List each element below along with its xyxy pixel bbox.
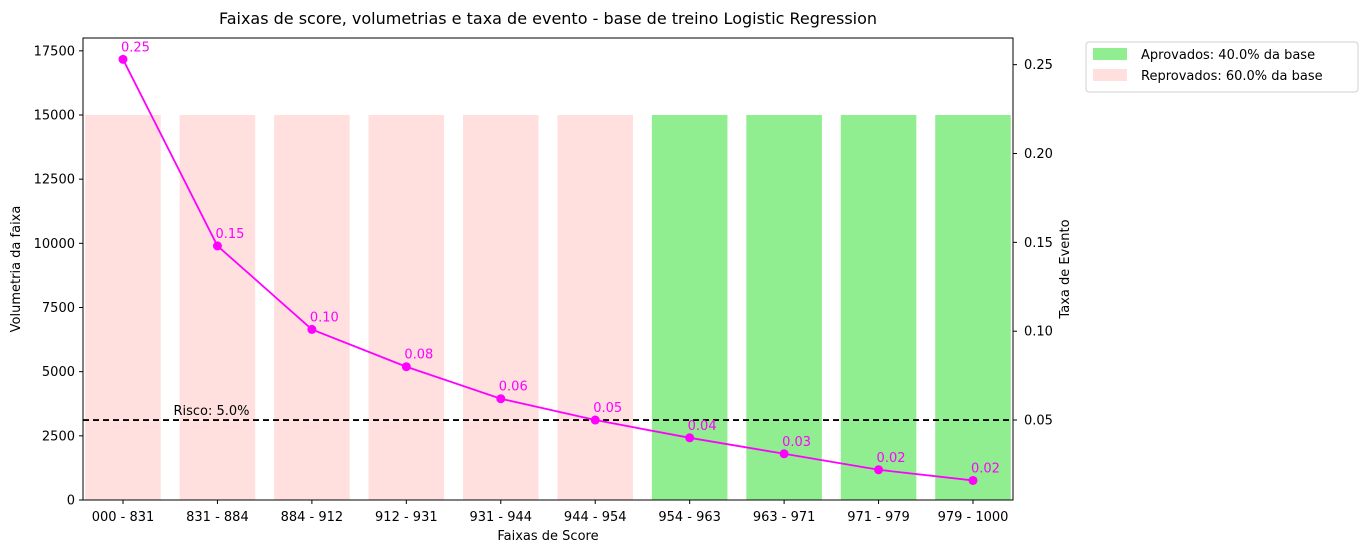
legend-label-reprovados: Reprovados: 60.0% da base [1141, 69, 1323, 84]
y2-axis-label: Taxa de Evento [1058, 219, 1073, 319]
x-tick-label-0: 000 - 831 [92, 510, 155, 525]
legend-box [1085, 41, 1359, 93]
y2-tick-label-3: 0.20 [1024, 147, 1053, 162]
legend-swatch-aprovados [1093, 48, 1127, 60]
event-rate-point-0 [118, 54, 128, 64]
x-tick-label-6: 954 - 963 [658, 510, 721, 525]
bar-7 [746, 115, 822, 500]
event-rate-label-5: 0.05 [593, 401, 622, 416]
reference-line-group: Risco: 5.0% [83, 404, 1013, 421]
event-rate-label-1: 0.15 [215, 227, 244, 242]
event-rate-line [122, 58, 974, 482]
y2-tick-label-2: 0.15 [1024, 236, 1053, 251]
y-tick-label-6: 15000 [34, 109, 75, 124]
event-rate-label-6: 0.04 [688, 419, 717, 434]
event-rate-label-9: 0.02 [971, 461, 1000, 476]
bar-4 [463, 115, 539, 500]
legend-label-aprovados: Aprovados: 40.0% da base [1141, 48, 1315, 63]
event-rate-line-group: 0.25 0.15 0.10 0.08 0.06 0.05 0.04 0.03 0.02 0.02 [118, 40, 1000, 485]
chart-title: Faixas de score, volumetrias e taxa de e… [219, 9, 877, 28]
event-rate-point-1 [212, 241, 222, 251]
y-tick-label-2: 5000 [42, 365, 75, 380]
x-tick-label-1: 831 - 884 [186, 510, 249, 525]
event-rate-point-7 [779, 449, 789, 459]
plot-frame [82, 37, 1014, 501]
x-tick-label-5: 944 - 954 [564, 510, 627, 525]
y-tick-label-7: 17500 [34, 44, 75, 59]
event-rate-label-7: 0.03 [782, 435, 811, 450]
y-tick-label-4: 10000 [34, 237, 75, 252]
y2-tick-label-0: 0.05 [1024, 414, 1053, 429]
event-rate-label-8: 0.02 [877, 451, 906, 466]
event-rate-point-4 [496, 394, 506, 404]
event-rate-point-2 [307, 324, 317, 334]
x-tick-label-3: 912 - 931 [375, 510, 438, 525]
event-rate-point-6 [685, 433, 695, 443]
y2-axis-ticks: 0.05 0.10 0.15 0.20 0.25 [1013, 58, 1053, 429]
legend-swatch-reprovados [1093, 69, 1127, 81]
bar-8 [840, 115, 917, 500]
x-axis-label: Faixas de Score [497, 529, 598, 544]
bar-3 [368, 115, 445, 500]
bars-group [85, 115, 1011, 500]
event-rate-point-8 [874, 465, 884, 475]
y-tick-label-1: 2500 [42, 429, 75, 444]
event-rate-label-3: 0.08 [404, 348, 433, 363]
x-tick-label-9: 979 - 1000 [938, 510, 1009, 525]
bar-1 [179, 115, 256, 500]
y-tick-label-5: 12500 [34, 173, 75, 188]
event-rate-label-2: 0.10 [310, 310, 339, 325]
x-tick-label-4: 931 - 944 [469, 510, 532, 525]
bar-5 [557, 115, 633, 500]
event-rate-point-3 [401, 362, 411, 372]
plot-border [82, 37, 1014, 501]
y-tick-label-3: 7500 [42, 301, 75, 316]
event-rate-point-9 [968, 475, 978, 485]
event-rate-label-0: 0.25 [121, 40, 150, 55]
reference-line-label: Risco: 5.0% [173, 404, 249, 419]
y-tick-label-0: 0 [67, 494, 75, 509]
y-axis-label: Volumetria da faixa [9, 206, 24, 333]
bar-0 [85, 115, 161, 500]
legend: Aprovados: 40.0% da base Reprovados: 60.0… [1085, 41, 1359, 93]
event-rate-point-5 [590, 415, 600, 425]
event-rate-label-4: 0.06 [499, 380, 528, 395]
x-tick-label-7: 963 - 971 [753, 510, 816, 525]
x-tick-label-8: 971 - 979 [847, 510, 910, 525]
x-tick-label-2: 884 - 912 [281, 510, 344, 525]
bar-9 [935, 115, 1011, 500]
bar-2 [274, 115, 350, 500]
x-axis-ticks: 000 - 831 831 - 884 884 - 912 912 - 931 931 … [92, 500, 1009, 525]
y-axis-ticks: 0 2500 5000 7500 10000 12500 15000 17500 [34, 44, 83, 509]
y2-tick-label-4: 0.25 [1024, 58, 1053, 73]
y2-tick-label-1: 0.10 [1024, 325, 1053, 340]
